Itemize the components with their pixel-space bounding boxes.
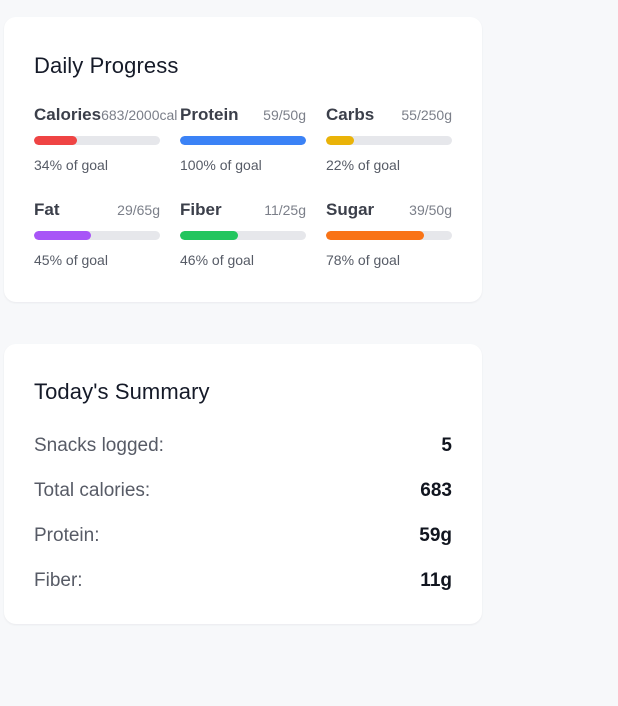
daily-progress-card: Daily Progress Calories 683/2000cal 34% …	[4, 17, 482, 302]
nutrient-name: Fiber	[180, 200, 222, 219]
nutrient-name: Sugar	[326, 200, 375, 219]
nutrient-grid: Calories 683/2000cal 34% of goal Protein…	[34, 105, 452, 273]
nutrient-fat: Fat 29/65g 45% of goal	[34, 200, 160, 273]
nutrient-header: Carbs 55/250g	[326, 105, 452, 127]
goal-percentage: 46% of goal	[180, 252, 254, 268]
daily-progress-title: Daily Progress	[34, 53, 179, 78]
progress-fill	[180, 136, 306, 145]
nutrient-protein: Protein 59/50g 100% of goal	[180, 105, 306, 178]
progress-fill	[180, 231, 238, 240]
nutrient-name: Calories	[34, 105, 102, 124]
nutrient-amount: 55/250g	[401, 107, 452, 123]
summary-row-total-calories: Total calories: 683	[34, 468, 452, 513]
todays-summary-title: Today's Summary	[34, 379, 210, 404]
progress-track	[326, 231, 452, 240]
nutrient-name: Protein	[180, 105, 239, 124]
nutrient-amount: 39/50g	[409, 202, 452, 218]
nutrient-carbs: Carbs 55/250g 22% of goal	[326, 105, 452, 178]
nutrient-amount: 683/2000cal	[101, 107, 178, 123]
nutrient-fiber: Fiber 11/25g 46% of goal	[180, 200, 306, 273]
goal-percentage: 34% of goal	[34, 157, 108, 173]
progress-track	[34, 136, 160, 145]
progress-fill	[34, 136, 77, 145]
nutrient-amount: 59/50g	[263, 107, 306, 123]
nutrient-header: Fiber 11/25g	[180, 200, 306, 222]
nutrient-sugar: Sugar 39/50g 78% of goal	[326, 200, 452, 273]
nutrient-header: Fat 29/65g	[34, 200, 160, 222]
summary-list: Snacks logged: 5 Total calories: 683 Pro…	[34, 423, 452, 603]
nutrient-name: Carbs	[326, 105, 375, 124]
goal-percentage: 78% of goal	[326, 252, 400, 268]
goal-percentage: 45% of goal	[34, 252, 108, 268]
summary-value: 683	[420, 479, 452, 501]
goal-percentage: 100% of goal	[180, 157, 262, 173]
summary-row-fiber: Fiber: 11g	[34, 558, 452, 603]
summary-row-snacks: Snacks logged: 5	[34, 423, 452, 468]
nutrient-amount: 11/25g	[264, 202, 306, 218]
nutrient-header: Protein 59/50g	[180, 105, 306, 127]
summary-value: 11g	[420, 569, 452, 591]
nutrient-name: Fat	[34, 200, 60, 219]
progress-fill	[326, 136, 354, 145]
progress-track	[180, 136, 306, 145]
nutrient-calories: Calories 683/2000cal 34% of goal	[34, 105, 177, 178]
summary-label: Total calories:	[34, 479, 151, 501]
summary-value: 5	[441, 434, 452, 456]
todays-summary-card: Today's Summary Snacks logged: 5 Total c…	[4, 344, 482, 624]
progress-track	[34, 231, 160, 240]
summary-label: Protein:	[34, 524, 100, 546]
progress-fill	[34, 231, 91, 240]
summary-label: Fiber:	[34, 569, 83, 591]
progress-fill	[326, 231, 425, 240]
goal-percentage: 22% of goal	[326, 157, 400, 173]
nutrient-header: Calories 683/2000cal	[34, 105, 177, 127]
summary-label: Snacks logged:	[34, 434, 164, 456]
nutrient-header: Sugar 39/50g	[326, 200, 452, 222]
progress-track	[326, 136, 452, 145]
progress-track	[180, 231, 306, 240]
nutrient-amount: 29/65g	[117, 202, 160, 218]
summary-row-protein: Protein: 59g	[34, 513, 452, 558]
summary-value: 59g	[419, 524, 452, 546]
